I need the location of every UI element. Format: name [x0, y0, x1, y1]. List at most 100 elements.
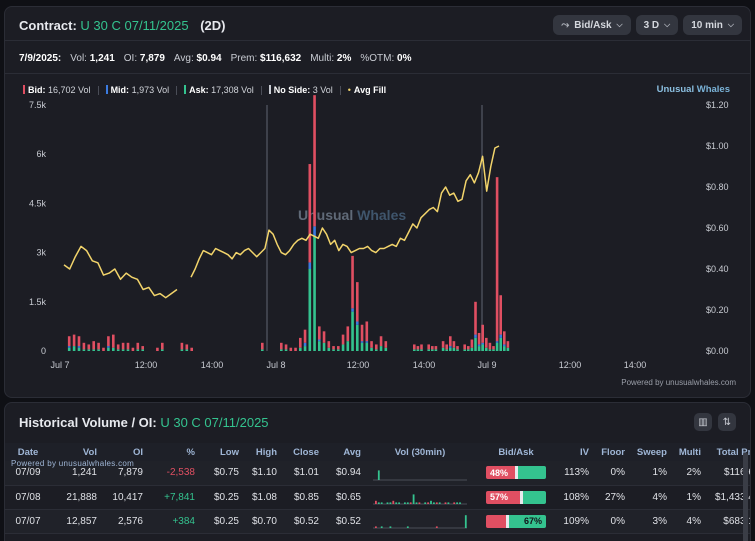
legend-avgfill[interactable]: • Avg Fill — [347, 85, 387, 95]
chart-type-dropdown[interactable]: ⤳ Bid/Ask ⌵ — [553, 15, 631, 35]
col-date[interactable]: Date — [5, 443, 51, 461]
row-oi: 7,879 — [101, 461, 147, 486]
row-high: $1.08 — [243, 485, 281, 510]
contract-title: Contract: U 30 C 07/11/2025 (2D) — [19, 18, 225, 33]
col-oi[interactable]: OI — [101, 443, 147, 461]
bid-bar — [477, 332, 481, 345]
row-avg: $0.94 — [323, 461, 365, 486]
row-oi-change: +7,841 — [147, 485, 199, 510]
mid-bar — [499, 334, 502, 338]
volume-price-chart[interactable]: Unusual Whales 7.5k 6k 4.5k 3k 1.5k 0 $1.20 $1.0… — [5, 7, 751, 398]
col-oi-pct[interactable]: % — [147, 443, 199, 461]
col-sweep[interactable]: Sweep — [629, 443, 671, 461]
y-right-tick: $0.20 — [706, 305, 729, 315]
bid-share — [486, 514, 506, 528]
expand-icon[interactable]: ⇅ — [718, 413, 736, 431]
ask-bar — [441, 347, 445, 351]
bid-bar — [485, 337, 488, 348]
ask-bar — [413, 349, 416, 351]
ask-bar — [449, 347, 452, 351]
x-tick: 12:00 — [135, 360, 158, 370]
ask-bar — [97, 349, 100, 351]
bid-bar — [261, 342, 264, 350]
col-bidask[interactable]: Bid/Ask — [475, 443, 557, 461]
columns-icon[interactable]: ▥ — [694, 413, 712, 431]
table-row[interactable]: 07/08 21,888 10,417 +7,841 $0.25 $1.08 $0.85 $0… — [5, 485, 750, 510]
legend-bid-label: Bid: — [28, 85, 46, 95]
legend-noside[interactable]: No Side: 3 Vol — [268, 85, 333, 95]
bid-bar — [337, 346, 340, 350]
bid-bar — [294, 347, 297, 351]
bid-bar — [370, 341, 373, 348]
bid-bar — [87, 344, 91, 350]
col-low[interactable]: Low — [199, 443, 243, 461]
vol30-bar — [459, 502, 461, 504]
row-sweep: 1% — [629, 461, 671, 486]
ask-bar — [456, 349, 459, 351]
table-row[interactable]: 07/07 12,857 2,576 +384 $0.25 $0.70 $0.52 $0.52… — [5, 509, 750, 534]
col-floor[interactable]: Floor — [593, 443, 629, 461]
legend-mid[interactable]: Mid: 1,973 Vol — [105, 85, 169, 95]
vol30-bar — [377, 502, 380, 504]
vol30-bar — [380, 502, 383, 504]
legend-ask[interactable]: Ask: 17,308 Vol — [184, 85, 254, 95]
vol30-bar — [447, 502, 450, 504]
ask-bar — [503, 346, 506, 351]
ask-bar — [261, 349, 264, 351]
historical-table: Date Vol OI % Low High Close Avg Vol (30… — [5, 443, 750, 534]
ask-bar — [356, 324, 359, 351]
col-high[interactable]: High — [243, 443, 281, 461]
row-close: $1.01 — [281, 461, 323, 486]
ask-bar — [87, 349, 91, 351]
stats-vol-label: Vol: — [70, 53, 87, 64]
bid-bar — [420, 344, 423, 350]
stats-otm: %OTM: 0% — [360, 53, 411, 64]
row-vol30 — [365, 461, 475, 486]
col-iv[interactable]: IV — [557, 443, 593, 461]
col-multi[interactable]: Multi — [671, 443, 705, 461]
vol30-sparkline — [373, 494, 467, 505]
ask-bar — [375, 349, 378, 351]
ask-bar — [351, 311, 354, 351]
avg-fill-line — [190, 145, 500, 278]
ask-bar — [322, 342, 326, 351]
vertical-scrollbar[interactable] — [743, 453, 748, 541]
mid-bar — [308, 262, 312, 269]
vol30-bar — [377, 470, 380, 480]
brand-logo-text: Unusual Whales — [657, 84, 730, 95]
ask-share: 67% — [508, 514, 546, 528]
row-oi: 2,576 — [101, 509, 147, 534]
table-header: Historical Volume / OI: U 30 C 07/11/202… — [5, 403, 750, 441]
vol30-bar — [415, 502, 418, 504]
bid-bar — [313, 95, 316, 227]
bid-bar — [102, 347, 105, 351]
row-vol30 — [365, 509, 475, 534]
col-vol[interactable]: Vol — [51, 443, 101, 461]
table-row[interactable]: 07/09 1,241 7,879 -2,538 $0.75 $1.10 $1.01 $0.9… — [5, 461, 750, 486]
interval-dropdown[interactable]: 10 min ⌵ — [683, 15, 742, 35]
bid-ask-bar: 67% — [486, 514, 546, 528]
row-date: 07/09 — [5, 461, 51, 486]
x-tick: Jul 7 — [50, 360, 69, 370]
ask-bar — [481, 344, 484, 351]
chart-legend[interactable]: Bid: 16,702 Vol Mid: 1,973 Vol Ask: 17,3… — [23, 85, 386, 95]
x-tick: 12:00 — [559, 360, 582, 370]
chart-type-label: Bid/Ask — [574, 19, 612, 31]
vol30-bar — [427, 502, 429, 504]
col-total-prem[interactable]: Total Prem — [705, 443, 750, 461]
row-oi: 10,417 — [101, 485, 147, 510]
col-vol30[interactable]: Vol (30min) — [365, 443, 475, 461]
ask-bar — [185, 349, 189, 351]
col-close[interactable]: Close — [281, 443, 323, 461]
mid-bar — [365, 341, 369, 343]
ask-bar — [112, 347, 115, 351]
ask-bar — [365, 342, 369, 351]
bid-bar — [77, 336, 81, 347]
row-floor: 0% — [593, 461, 629, 486]
legend-noside-value: 3 Vol — [312, 85, 333, 95]
col-avg[interactable]: Avg — [323, 443, 365, 461]
vol30-bar — [433, 502, 435, 504]
legend-bid[interactable]: Bid: 16,702 Vol — [23, 85, 91, 95]
bid-bar — [322, 331, 326, 343]
range-dropdown[interactable]: 3 D ⌵ — [635, 15, 679, 35]
